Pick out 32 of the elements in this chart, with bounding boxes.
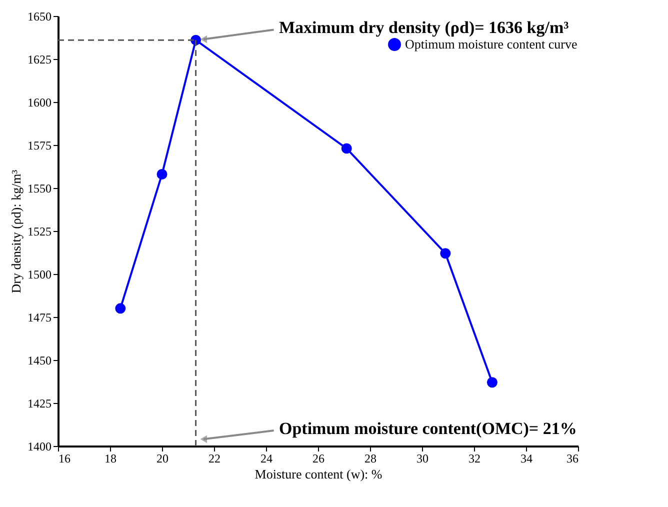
y-tick-label: 1450 [28,354,52,368]
y-tick-label: 1475 [28,310,52,324]
y-tick-label: 1625 [28,52,52,66]
x-tick-label: 22 [208,452,220,466]
ref-line-label: Optimum moisture content(OMC)= 21% [279,418,577,438]
x-tick-label: 28 [364,452,376,466]
x-tick-label: 16 [58,452,70,466]
x-tick-label: 36 [566,452,578,466]
ref-line-label: Maximum dry density (ρd)= 1636 kg/m³ [279,18,569,38]
y-tick-label: 1575 [28,138,52,152]
x-tick-label: 24 [260,452,272,466]
y-tick-label: 1425 [28,396,52,410]
point [115,303,126,314]
legend-label: Optimum moisture content curve [405,36,578,52]
y-tick-label: 1550 [28,182,52,196]
y-tick-label: 1525 [28,224,52,238]
x-tick-label: 20 [156,452,168,466]
point [341,143,352,154]
y-tick-label: 1650 [28,10,52,24]
x-tick-label: 34 [520,452,532,466]
x-tick-label: 32 [468,452,480,466]
point [440,248,451,259]
x-tick-label: 18 [104,452,116,466]
x-axis-title: Moisture content (w): % [254,466,382,482]
y-axis-title: Dry density (ρd): kg/m³ [8,170,24,294]
point [156,169,168,180]
point [486,377,498,388]
x-tick-label: 30 [416,452,428,466]
y-tick-label: 1600 [28,96,52,110]
y-tick-label: 1500 [28,268,52,282]
x-tick-label: 26 [312,452,324,466]
y-tick-label: 1400 [28,440,52,454]
